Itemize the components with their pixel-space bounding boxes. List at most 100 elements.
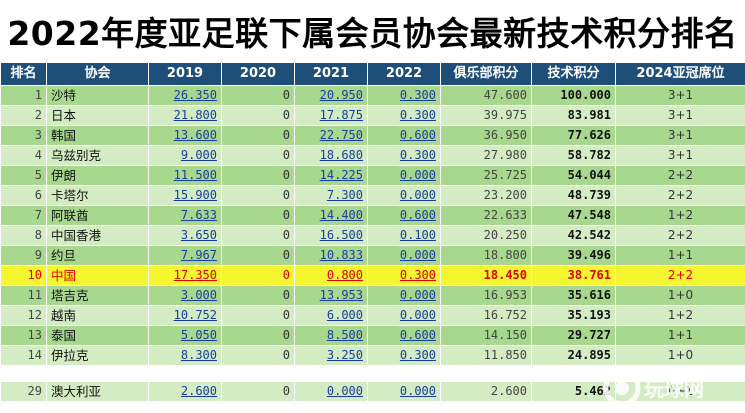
table-row: 12 越南 10.752 0 6.000 0.000 16.752 35.193 1+2: [0, 305, 745, 326]
table-row: 13 泰国 5.050 0 8.500 0.600 14.150 29.727 1+1: [0, 325, 745, 346]
cell-2020: 0: [221, 381, 295, 402]
header-rank: 排名: [0, 62, 47, 86]
table-row: 29 澳大利亚 2.600 0 0.000 0.000 2.600 5.462 0+1: [0, 381, 745, 402]
cell-2021[interactable]: 22.750: [294, 125, 368, 146]
cell-2022[interactable]: 0.600: [367, 205, 441, 226]
cell-2019[interactable]: 5.050: [148, 325, 222, 346]
cell-association: 约旦: [46, 245, 149, 266]
header-2021: 2021: [294, 62, 368, 86]
cell-2020: 0: [221, 305, 295, 326]
cell-2022[interactable]: 0.000: [367, 285, 441, 306]
cell-association: 伊拉克: [46, 345, 149, 366]
cell-association: 卡塔尔: [46, 185, 149, 206]
cell-tech-points: 5.462: [531, 381, 616, 402]
gap-cell: [531, 365, 616, 382]
cell-2021[interactable]: 7.300: [294, 185, 368, 206]
cell-2019[interactable]: 10.752: [148, 305, 222, 326]
cell-2022[interactable]: 0.000: [367, 381, 441, 402]
cell-2022[interactable]: 0.300: [367, 85, 441, 106]
cell-2021[interactable]: 10.833: [294, 245, 368, 266]
cell-acl-slots: 2+2: [615, 165, 745, 186]
table-row: 14 伊拉克 8.300 0 3.250 0.300 11.850 24.895 1+0: [0, 345, 745, 366]
cell-tech-points: 54.044: [531, 165, 616, 186]
cell-2021[interactable]: 3.250: [294, 345, 368, 366]
cell-acl-slots: 2+2: [615, 185, 745, 206]
cell-2021[interactable]: 16.500: [294, 225, 368, 246]
gap-cell: [46, 365, 149, 382]
table-row: 2 日本 21.800 0 17.875 0.300 39.975 83.981 3+1: [0, 105, 745, 126]
cell-2021[interactable]: 0.000: [294, 381, 368, 402]
table-row: 6 卡塔尔 15.900 0 7.300 0.000 23.200 48.739 2+2: [0, 185, 745, 206]
header-2020: 2020: [221, 62, 295, 86]
cell-2019[interactable]: 17.350: [148, 265, 222, 286]
gap-cell: [148, 365, 222, 382]
cell-club-points: 16.752: [440, 305, 532, 326]
header-acl-slots: 2024亚冠席位: [615, 62, 745, 86]
cell-2021[interactable]: 8.500: [294, 325, 368, 346]
cell-2022[interactable]: 0.300: [367, 345, 441, 366]
cell-acl-slots: 1+1: [615, 245, 745, 266]
cell-2021[interactable]: 14.225: [294, 165, 368, 186]
cell-tech-points: 35.616: [531, 285, 616, 306]
cell-2021[interactable]: 6.000: [294, 305, 368, 326]
cell-2022[interactable]: 0.600: [367, 125, 441, 146]
cell-association: 阿联酋: [46, 205, 149, 226]
table-gap-row: [0, 365, 745, 382]
cell-2022[interactable]: 0.600: [367, 325, 441, 346]
page-title: 2022年度亚足联下属会员协会最新技术积分排名: [7, 14, 738, 53]
cell-2020: 0: [221, 125, 295, 146]
cell-rank: 11: [0, 285, 47, 306]
cell-2022[interactable]: 0.300: [367, 145, 441, 166]
cell-2022[interactable]: 0.000: [367, 185, 441, 206]
cell-2019[interactable]: 2.600: [148, 381, 222, 402]
cell-club-points: 16.953: [440, 285, 532, 306]
table-row: 9 约旦 7.967 0 10.833 0.000 18.800 39.496 1+1: [0, 245, 745, 266]
cell-2019[interactable]: 15.900: [148, 185, 222, 206]
cell-tech-points: 58.782: [531, 145, 616, 166]
cell-association: 日本: [46, 105, 149, 126]
cell-tech-points: 83.981: [531, 105, 616, 126]
cell-2019[interactable]: 9.000: [148, 145, 222, 166]
table-header-row: 排名 协会 2019 2020 2021 2022 俱乐部积分 技术积分 202…: [0, 62, 745, 86]
cell-2019[interactable]: 8.300: [148, 345, 222, 366]
cell-2019[interactable]: 3.000: [148, 285, 222, 306]
cell-2021[interactable]: 20.950: [294, 85, 368, 106]
gap-cell: [615, 365, 745, 382]
cell-rank: 14: [0, 345, 47, 366]
cell-2022[interactable]: 0.300: [367, 265, 441, 286]
cell-2022[interactable]: 0.100: [367, 225, 441, 246]
cell-2022[interactable]: 0.300: [367, 105, 441, 126]
cell-2021[interactable]: 18.680: [294, 145, 368, 166]
cell-association: 伊朗: [46, 165, 149, 186]
cell-2019[interactable]: 7.967: [148, 245, 222, 266]
cell-2020: 0: [221, 285, 295, 306]
cell-tech-points: 29.727: [531, 325, 616, 346]
cell-2019[interactable]: 7.633: [148, 205, 222, 226]
cell-2019[interactable]: 13.600: [148, 125, 222, 146]
cell-2022[interactable]: 0.000: [367, 245, 441, 266]
cell-2021[interactable]: 0.800: [294, 265, 368, 286]
cell-2019[interactable]: 3.650: [148, 225, 222, 246]
header-2019: 2019: [148, 62, 222, 86]
cell-2019[interactable]: 11.500: [148, 165, 222, 186]
cell-2020: 0: [221, 105, 295, 126]
cell-acl-slots: 2+2: [615, 225, 745, 246]
cell-2021[interactable]: 17.875: [294, 105, 368, 126]
cell-rank: 3: [0, 125, 47, 146]
table-row: 7 阿联酋 7.633 0 14.400 0.600 22.633 47.548 1+2: [0, 205, 745, 226]
cell-2022[interactable]: 0.000: [367, 165, 441, 186]
gap-cell: [440, 365, 532, 382]
table-row: 3 韩国 13.600 0 22.750 0.600 36.950 77.626 3+1: [0, 125, 745, 146]
cell-2019[interactable]: 26.350: [148, 85, 222, 106]
cell-2020: 0: [221, 345, 295, 366]
cell-2020: 0: [221, 205, 295, 226]
cell-acl-slots: 1+2: [615, 305, 745, 326]
cell-2019[interactable]: 21.800: [148, 105, 222, 126]
table-row: 11 塔吉克 3.000 0 13.953 0.000 16.953 35.616 1+0: [0, 285, 745, 306]
cell-2021[interactable]: 14.400: [294, 205, 368, 226]
cell-club-points: 47.600: [440, 85, 532, 106]
cell-2020: 0: [221, 85, 295, 106]
cell-2021[interactable]: 13.953: [294, 285, 368, 306]
cell-club-points: 18.450: [440, 265, 532, 286]
cell-2022[interactable]: 0.000: [367, 305, 441, 326]
